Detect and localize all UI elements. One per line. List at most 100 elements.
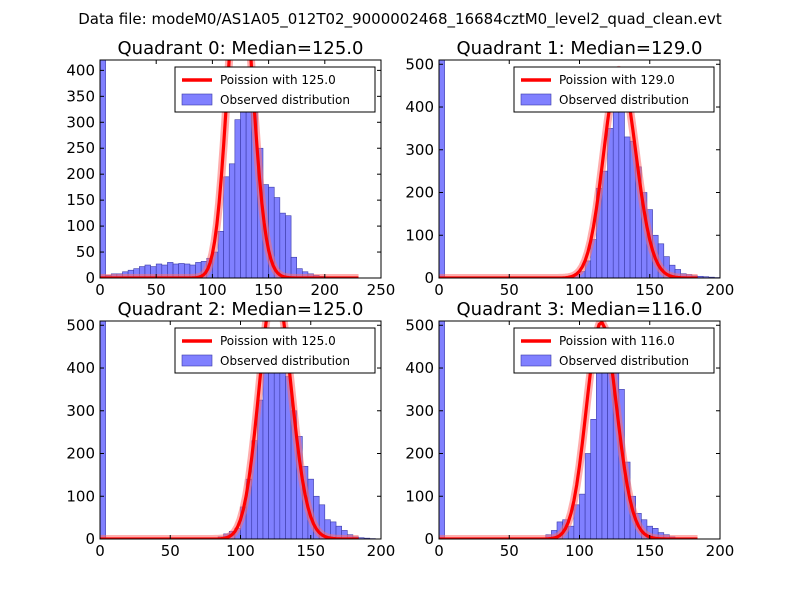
y-tick-label: 500 — [405, 316, 434, 334]
histogram-bar — [612, 87, 620, 278]
y-tick-label: 100 — [66, 487, 95, 505]
x-tick-label: 150 — [254, 281, 283, 299]
x-tick-label: 50 — [161, 542, 180, 560]
x-tick-label: 100 — [226, 542, 255, 560]
x-tick-label: 100 — [565, 281, 594, 299]
legend: Poission with 116.0 Observed distribution — [513, 327, 715, 374]
x-tick-label: 0 — [95, 281, 105, 299]
poisson-curve — [439, 68, 698, 278]
y-tick-label: 150 — [66, 191, 95, 209]
histogram-bar — [100, 60, 106, 278]
panel-title: Quadrant 2: Median=125.0 — [118, 299, 364, 320]
poisson-curve — [100, 321, 359, 539]
legend-bar-swatch — [520, 93, 552, 106]
x-tick-label: 200 — [367, 542, 396, 560]
y-tick-label: 400 — [405, 359, 434, 377]
x-tick-label: 50 — [147, 281, 166, 299]
y-tick-label: 50 — [76, 243, 95, 261]
histogram-bar — [273, 346, 281, 539]
histogram-bar — [262, 369, 269, 539]
x-tick-label: 150 — [635, 281, 664, 299]
x-tick-label: 200 — [310, 281, 339, 299]
legend-label-observed: Observed distribution — [220, 93, 350, 107]
plot-area — [100, 321, 376, 539]
y-tick-label: 0 — [424, 530, 434, 548]
plot-area — [100, 60, 361, 278]
x-tick-label: 200 — [706, 281, 735, 299]
histogram-bar — [624, 136, 631, 278]
panel-quadrant-0: 0 50 100 150 200 250 0 50 100 150 200 250 300 350 400 Q… — [66, 38, 396, 299]
x-tick-label: 0 — [95, 542, 105, 560]
y-tick-label: 400 — [66, 61, 95, 79]
histogram-bar — [590, 419, 597, 539]
axes-frame — [99, 59, 382, 279]
panel-quadrant-1: 0 50 100 150 200 0 100 200 300 400 500 Quadrant 1: … — [405, 38, 734, 299]
legend-label-observed: Observed distribution — [559, 93, 689, 107]
y-tick-label: 200 — [405, 184, 434, 202]
y-tick-label: 400 — [405, 98, 434, 116]
histogram-bar — [285, 215, 292, 278]
histogram-bar — [584, 453, 592, 539]
histogram-bar — [439, 321, 445, 539]
y-tick-label: 500 — [66, 316, 95, 334]
x-tick-label: 0 — [434, 542, 444, 560]
legend-label-observed: Observed distribution — [559, 354, 689, 368]
histogram-bar — [100, 321, 106, 539]
legend-bar-swatch — [181, 354, 213, 367]
histogram-bar — [279, 212, 286, 278]
x-tick-label: 200 — [706, 542, 735, 560]
poisson-curve-halo — [100, 321, 360, 539]
y-tick-label: 500 — [405, 55, 434, 73]
legend: Poission with 125.0 Observed distribution — [174, 327, 376, 374]
panels: 0 50 100 150 200 250 0 50 100 150 200 250 300 350 400 Q… — [66, 38, 734, 560]
y-tick-label: 300 — [405, 402, 434, 420]
y-tick-label: 350 — [66, 87, 95, 105]
x-tick-label: 50 — [500, 281, 519, 299]
panel-title: Quadrant 3: Median=116.0 — [457, 299, 703, 320]
y-tick-label: 100 — [66, 217, 95, 235]
legend-bar-swatch — [520, 354, 552, 367]
panel-quadrant-2: 0 50 100 150 200 0 100 200 300 400 500 Quadrant 2: … — [66, 299, 396, 560]
y-tick-label: 300 — [66, 402, 95, 420]
x-tick-label: 100 — [565, 542, 594, 560]
histogram-bar — [240, 111, 247, 278]
x-tick-label: 150 — [635, 542, 664, 560]
y-tick-label: 0 — [424, 269, 434, 287]
legend-bar-swatch — [181, 93, 213, 106]
histogram-bar — [234, 119, 241, 278]
y-tick-label: 0 — [85, 530, 95, 548]
y-tick-label: 100 — [405, 226, 434, 244]
legend: Poission with 129.0 Observed distribution — [513, 66, 715, 113]
legend-label-poisson: Poission with 116.0 — [559, 334, 675, 348]
y-tick-label: 250 — [66, 139, 95, 157]
histogram-bar — [439, 60, 445, 278]
panel-title: Quadrant 1: Median=129.0 — [457, 38, 703, 59]
legend-label-poisson: Poission with 129.0 — [559, 73, 675, 87]
histogram-bar — [579, 493, 586, 539]
histogram-bar — [228, 163, 236, 278]
y-tick-label: 300 — [66, 113, 95, 131]
x-tick-label: 50 — [500, 542, 519, 560]
x-tick-label: 250 — [367, 281, 396, 299]
panel-quadrant-3: 0 50 100 150 200 0 100 200 300 400 500 Quadrant 3: … — [405, 299, 734, 560]
y-tick-label: 0 — [85, 269, 95, 287]
y-tick-label: 400 — [66, 359, 95, 377]
histogram-bar — [596, 371, 603, 539]
x-tick-label: 0 — [434, 281, 444, 299]
histogram-bar — [607, 128, 614, 278]
x-tick-label: 100 — [198, 281, 227, 299]
histogram-bar — [223, 176, 230, 278]
y-tick-label: 200 — [66, 445, 95, 463]
figure-suptitle: Data file: modeM0/AS1A05_012T02_90000024… — [78, 10, 722, 29]
legend-label-observed: Observed distribution — [220, 354, 350, 368]
legend-label-poisson: Poission with 125.0 — [220, 73, 336, 87]
y-tick-label: 200 — [405, 445, 434, 463]
y-tick-label: 200 — [66, 165, 95, 183]
x-tick-label: 150 — [296, 542, 325, 560]
y-tick-label: 300 — [405, 141, 434, 159]
panel-title: Quadrant 0: Median=125.0 — [118, 38, 364, 59]
legend: Poission with 125.0 Observed distribution — [174, 66, 376, 113]
legend-label-poisson: Poission with 125.0 — [220, 334, 336, 348]
poisson-curve — [439, 321, 698, 539]
